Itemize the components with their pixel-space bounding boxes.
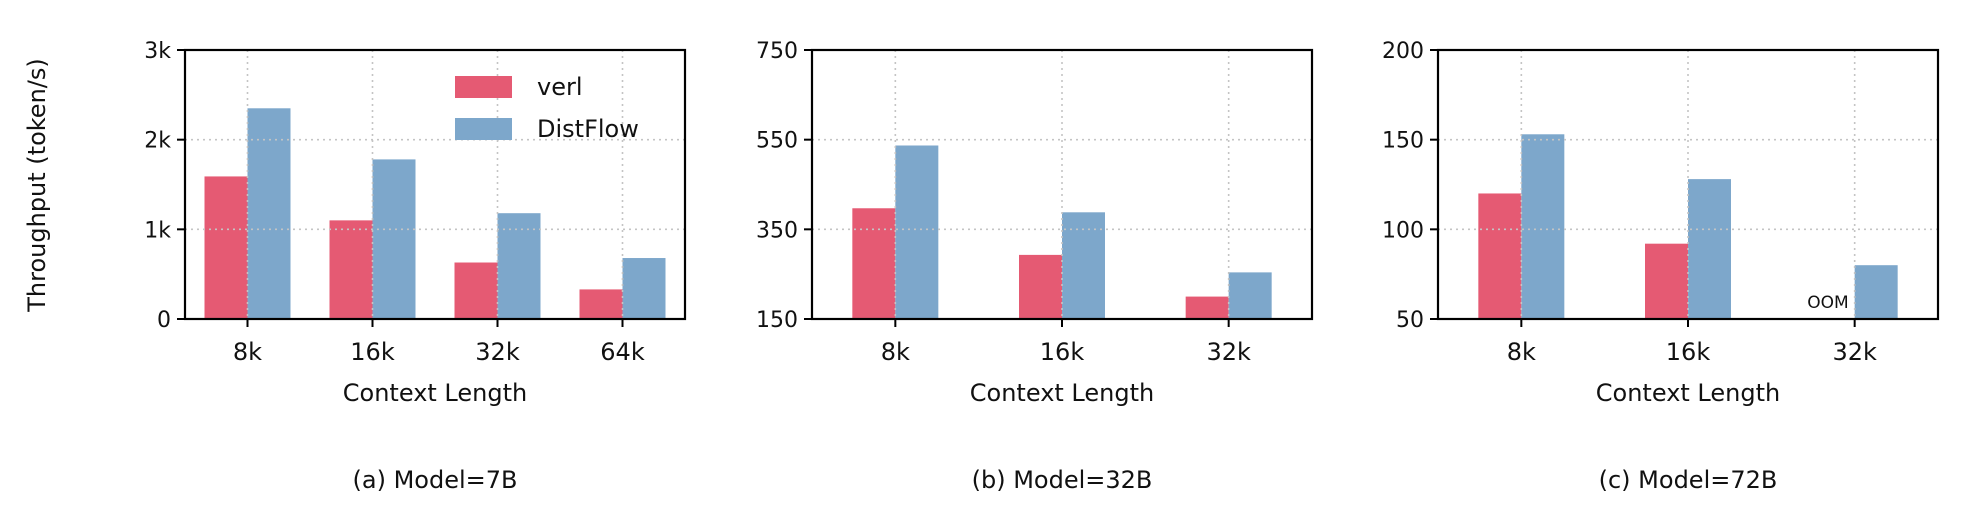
xtick-label-32b-16k: 16k [1040,338,1085,366]
ytick-label-72b-3: 200 [1382,39,1424,64]
bar-32b-verl-8k [852,208,896,319]
ytick-label-72b-0: 50 [1396,308,1424,333]
bar-7b-verl-8k [204,176,248,319]
ytick-label-32b-3: 750 [756,39,798,64]
ytick-label-32b-0: 150 [756,308,798,333]
ytick-label-32b-1: 350 [756,218,798,243]
xtick-label-7b-64k: 64k [600,338,645,366]
bar-7b-verl-16k [329,220,373,319]
bar-32b-distflow-16k [1062,212,1105,319]
ytick-label-72b-2: 150 [1382,129,1424,154]
bar-7b-verl-64k [579,289,623,319]
bar-7b-distflow-64k [622,258,666,319]
ytick-label-7b-2: 2k [144,129,171,154]
bar-72b-distflow-16k [1688,179,1731,319]
bar-32b-verl-16k [1019,254,1062,319]
y-axis-label: Throughput (token/s) [23,58,51,312]
bar-72b-verl-8k [1478,193,1522,319]
panel-32b: 150 350 550 750 8k 16k 32k Context Length (b) Mo… [756,39,1314,494]
legend-swatch-distflow [455,118,512,140]
bar-72b-distflow-32k [1854,265,1898,319]
x-axis-label-32b: Context Length [970,379,1154,407]
caption-32b: (b) Model=32B [972,466,1153,494]
bar-7b-distflow-32k [497,213,541,319]
ytick-label-32b-2: 550 [756,129,798,154]
xtick-label-72b-16k: 16k [1666,338,1711,366]
xtick-label-32b-8k: 8k [881,338,910,366]
xtick-label-72b-8k: 8k [1507,338,1536,366]
panel-7b: 0 1k 2k 3k 8k 16k 32k 64k Context Length (a) Mode… [144,39,687,494]
bar-72b-distflow-8k [1521,134,1565,319]
plot-frame-7b [183,48,687,321]
ytick-label-7b-0: 0 [157,308,171,333]
bar-7b-verl-32k [454,262,498,319]
xtick-label-7b-32k: 32k [475,338,520,366]
caption-7b: (a) Model=7B [353,466,518,494]
caption-72b: (c) Model=72B [1599,466,1778,494]
ytick-label-72b-1: 100 [1382,218,1424,243]
annotation-oom-72b: OOM [1807,293,1848,313]
ytick-label-7b-3: 3k [144,39,171,64]
bar-32b-verl-32k [1185,296,1229,319]
bar-32b-distflow-32k [1228,272,1272,319]
legend-swatch-verl [455,76,512,98]
legend-label-verl: verl [537,73,583,101]
xtick-label-32b-32k: 32k [1206,338,1251,366]
xtick-label-7b-16k: 16k [350,338,395,366]
panel-72b: 50 100 150 200 8k 16k 32k Context Length (c) Mod… [1382,39,1940,494]
bar-7b-distflow-8k [247,108,291,320]
xtick-label-7b-8k: 8k [233,338,262,366]
bar-72b-verl-16k [1645,243,1688,319]
x-axis-label-72b: Context Length [1596,379,1780,407]
xtick-label-72b-32k: 32k [1832,338,1877,366]
bar-7b-distflow-16k [372,159,416,319]
bar-32b-distflow-8k [895,145,939,319]
x-axis-label-7b: Context Length [343,379,527,407]
legend-label-distflow: DistFlow [537,115,639,143]
ytick-label-7b-1: 1k [144,218,171,243]
